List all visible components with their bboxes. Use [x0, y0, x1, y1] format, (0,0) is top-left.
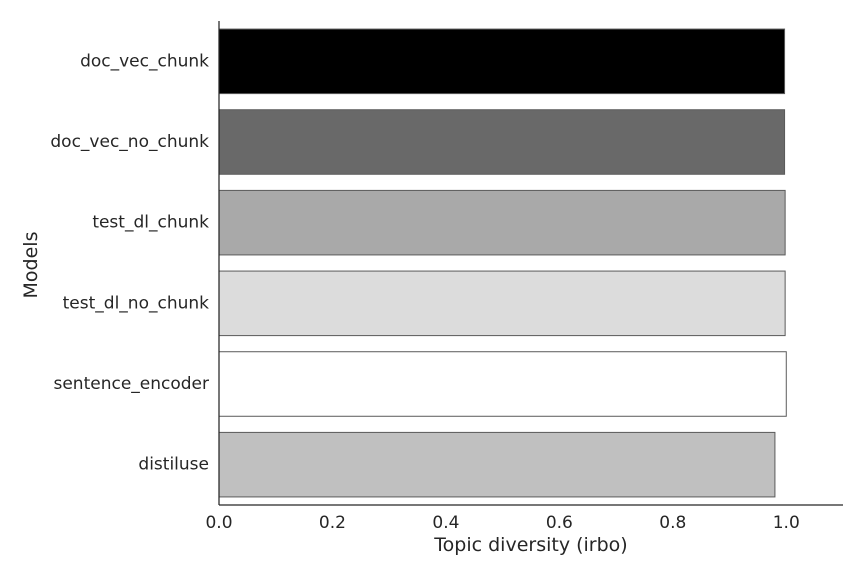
category-label-distiluse: distiluse	[138, 455, 209, 475]
x-tick-label: 0.4	[432, 513, 459, 533]
x-tick-label: 0.0	[205, 513, 232, 533]
category-labels: doc_vec_chunk doc_vec_no_chunk test_dl_chu…	[50, 51, 209, 474]
bar-doc-vec-chunk	[218, 28, 786, 95]
bars-group	[218, 28, 787, 498]
bar-doc-vec-no-chunk	[218, 109, 786, 175]
x-ticks: 0.0 0.2 0.4 0.6 0.8 1.0	[205, 513, 799, 533]
category-label-test-dl-chunk: test_dl_chunk	[92, 213, 209, 233]
bar-test-dl-chunk	[218, 189, 786, 256]
category-label-doc-vec-chunk: doc_vec_chunk	[80, 51, 209, 71]
category-label-test-dl-no-chunk: test_dl_no_chunk	[63, 293, 210, 313]
y-axis-label: Models	[20, 232, 42, 299]
bar-test-dl-no-chunk	[218, 270, 786, 337]
category-label-doc-vec-no-chunk: doc_vec_no_chunk	[50, 132, 209, 152]
x-axis-label: Topic diversity (irbo)	[433, 534, 627, 556]
x-tick-label: 0.8	[659, 513, 686, 533]
bar-distiluse	[218, 431, 776, 498]
category-label-sentence-encoder: sentence_encoder	[53, 374, 209, 394]
x-tick-label: 0.6	[546, 513, 573, 533]
x-tick-label: 1.0	[773, 513, 800, 533]
bar-sentence-encoder	[218, 351, 787, 417]
x-tick-label: 0.2	[319, 513, 346, 533]
